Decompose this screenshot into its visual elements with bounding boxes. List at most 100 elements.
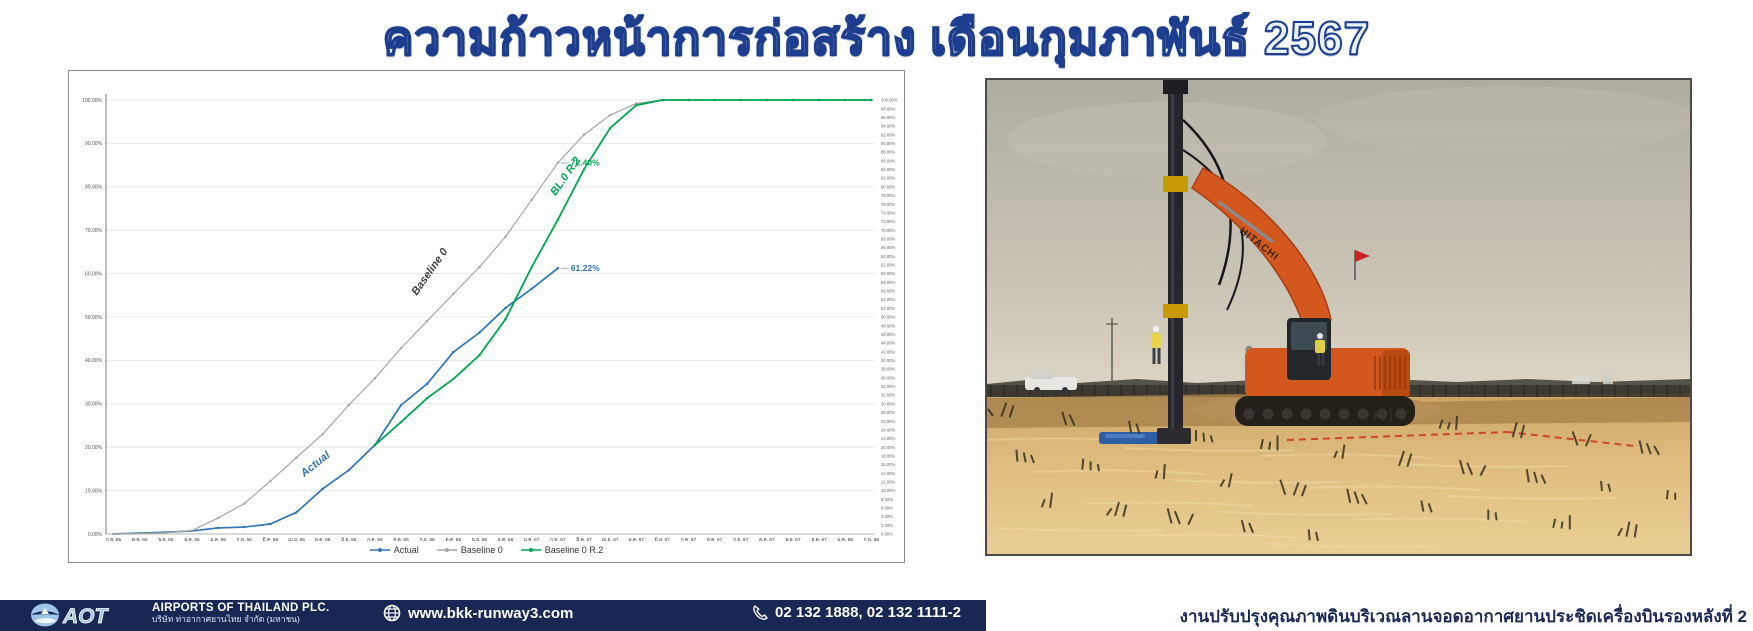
svg-text:38.00%: 38.00%	[881, 367, 895, 372]
svg-text:มิ.ย. 67: มิ.ย. 67	[655, 537, 671, 543]
svg-text:28.00%: 28.00%	[881, 410, 895, 415]
phone-item: 02 132 1888, 02 132 1111-2	[752, 604, 961, 621]
legend-item-baseline-0: Baseline 0	[436, 545, 503, 555]
svg-text:ม.ค. 66: ม.ค. 66	[210, 537, 226, 543]
svg-text:10.00%: 10.00%	[85, 488, 103, 494]
svg-text:40.00%: 40.00%	[881, 358, 895, 363]
legend-marker	[436, 548, 457, 552]
svg-text:96.00%: 96.00%	[881, 115, 895, 120]
svg-text:ธ.ค. 67: ธ.ค. 67	[811, 537, 827, 543]
svg-text:ต.ค. 65: ต.ค. 65	[132, 537, 148, 543]
svg-text:82.00%: 82.00%	[881, 176, 895, 181]
svg-text:มิ.ย. 66: มิ.ย. 66	[341, 537, 357, 543]
svg-text:0.00%: 0.00%	[88, 532, 103, 538]
svg-text:50.00%: 50.00%	[85, 315, 103, 321]
svg-text:เม.ย. 67: เม.ย. 67	[602, 537, 619, 543]
svg-text:24.00%: 24.00%	[881, 427, 895, 432]
svg-text:12.00%: 12.00%	[881, 480, 895, 485]
legend-marker	[369, 548, 390, 552]
svg-text:70.00%: 70.00%	[85, 228, 103, 234]
svg-text:42.00%: 42.00%	[881, 349, 895, 354]
svg-text:ก.ค. 66: ก.ค. 66	[367, 537, 383, 543]
svg-text:ธ.ค. 66: ธ.ค. 66	[498, 537, 514, 543]
drill-rig-mast-rail	[1171, 84, 1174, 440]
svg-text:ต.ค. 66: ต.ค. 66	[445, 537, 461, 543]
website-item: www.bkk-runway3.com	[383, 604, 573, 622]
svg-text:พ.ค. 67: พ.ค. 67	[628, 537, 644, 543]
svg-text:80.00%: 80.00%	[85, 185, 103, 191]
pickup-cab	[1031, 371, 1053, 379]
svg-text:100.00%: 100.00%	[82, 98, 102, 104]
drill-rig-mast	[1168, 84, 1183, 440]
progress-s-curve-chart: 0.00% 10.00% 20.00% 30.00% 40.00% 50.00% 60.00…	[68, 70, 905, 563]
svg-text:ก.ย. 65: ก.ย. 65	[106, 537, 121, 543]
boom-cylinder	[1217, 200, 1275, 244]
svg-text:16.00%: 16.00%	[881, 462, 895, 467]
svg-text:20.00%: 20.00%	[881, 445, 895, 450]
blue-tarp-highlight	[1105, 434, 1145, 438]
svg-text:14.00%: 14.00%	[881, 471, 895, 476]
svg-text:62.00%: 62.00%	[881, 263, 895, 268]
svg-text:36.00%: 36.00%	[881, 375, 895, 380]
svg-text:34.00%: 34.00%	[881, 384, 895, 389]
truck-wheel	[1034, 387, 1040, 393]
svg-text:72.40%: 72.40%	[571, 158, 600, 168]
svg-text:พ.ย. 67: พ.ย. 67	[785, 537, 801, 543]
distant-building	[1572, 376, 1590, 384]
mast-prong	[1163, 80, 1170, 95]
svg-text:44.00%: 44.00%	[881, 341, 895, 346]
svg-text:54.00%: 54.00%	[881, 297, 895, 302]
svg-text:22.00%: 22.00%	[881, 436, 895, 441]
mast-base	[1157, 428, 1191, 444]
worker	[1151, 325, 1161, 364]
svg-text:68.00%: 68.00%	[881, 236, 895, 241]
svg-text:30.00%: 30.00%	[881, 401, 895, 406]
svg-text:32.00%: 32.00%	[881, 393, 895, 398]
legend-item-baseline-0-r-2: Baseline 0 R.2	[520, 545, 603, 555]
svg-text:Baseline 0: Baseline 0	[409, 245, 451, 297]
svg-text:ก.พ. 66: ก.พ. 66	[237, 537, 253, 543]
svg-text:94.00%: 94.00%	[881, 124, 895, 129]
svg-text:มี.ค. 67: มี.ค. 67	[576, 536, 592, 543]
footer-bar: AOT AIRPORTS OF THAILAND PLC. บริษัท ท่า…	[0, 600, 986, 631]
svg-text:86.00%: 86.00%	[881, 158, 895, 163]
svg-text:66.00%: 66.00%	[881, 245, 895, 250]
svg-text:มี.ค. 66: มี.ค. 66	[263, 536, 279, 543]
svg-text:2.00%: 2.00%	[881, 523, 893, 528]
svg-text:ส.ค. 66: ส.ค. 66	[393, 537, 409, 543]
svg-text:ก.ย. 67: ก.ย. 67	[733, 537, 748, 543]
svg-text:18.00%: 18.00%	[881, 453, 895, 458]
svg-text:78.00%: 78.00%	[881, 193, 895, 198]
photo-caption: งานปรับปรุงคุณภาพดินบริเวณลานจอดอากาศยาน…	[1179, 607, 1747, 626]
svg-text:84.00%: 84.00%	[881, 167, 895, 172]
truck-wheel	[1062, 387, 1068, 393]
svg-text:ก.พ. 67: ก.พ. 67	[550, 537, 566, 543]
svg-text:8.00%: 8.00%	[881, 497, 893, 502]
company-name-th: บริษัท ท่าอากาศยานไทย จำกัด (มหาชน)	[152, 613, 300, 624]
svg-text:40.00%: 40.00%	[85, 358, 103, 364]
svg-text:98.00%: 98.00%	[881, 106, 895, 111]
company-name-block: AIRPORTS OF THAILAND PLC. บริษัท ท่าอากา…	[152, 602, 329, 624]
svg-text:56.00%: 56.00%	[881, 289, 895, 294]
page-title: ความก้าวหน้าการก่อสร้าง เดือนกุมภาพันธ์ …	[382, 11, 1371, 65]
svg-text:70.00%: 70.00%	[881, 228, 895, 233]
svg-text:60.00%: 60.00%	[85, 271, 103, 277]
svg-text:30.00%: 30.00%	[85, 402, 103, 408]
mast-prong	[1181, 80, 1188, 95]
website-url: www.bkk-runway3.com	[408, 604, 574, 622]
svg-text:88.00%: 88.00%	[881, 150, 895, 155]
svg-text:ม.ค. 67: ม.ค. 67	[524, 537, 540, 543]
phone-icon	[753, 605, 768, 620]
svg-text:ม.ค. 68: ม.ค. 68	[837, 537, 853, 543]
engine-grille	[1374, 356, 1406, 390]
svg-text:48.00%: 48.00%	[881, 323, 895, 328]
sand-streaks	[987, 437, 1617, 548]
svg-text:60.00%: 60.00%	[881, 271, 895, 276]
svg-text:50.00%: 50.00%	[881, 315, 895, 320]
mast-clamp-upper	[1163, 176, 1188, 192]
cloud	[1007, 102, 1327, 178]
svg-text:58.00%: 58.00%	[881, 280, 895, 285]
company-name-en: AIRPORTS OF THAILAND PLC.	[152, 602, 330, 614]
svg-text:10.00%: 10.00%	[881, 488, 895, 493]
